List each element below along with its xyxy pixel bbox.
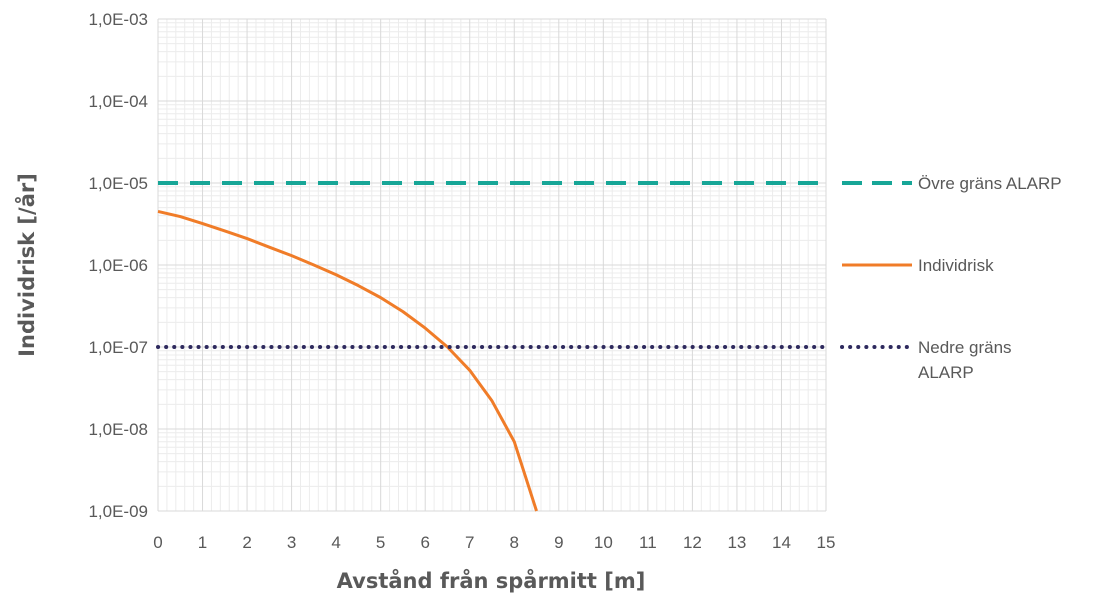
y-tick-label: 1,0E-09 bbox=[88, 502, 148, 521]
x-tick-label: 10 bbox=[594, 533, 613, 552]
x-tick-labels: 0 1 2 3 4 5 6 7 8 9 10 11 12 13 14 15 bbox=[153, 533, 835, 552]
x-tick-label: 8 bbox=[510, 533, 519, 552]
x-tick-label: 0 bbox=[153, 533, 162, 552]
legend-label: Övre gräns ALARP bbox=[918, 174, 1062, 193]
series-line-2 bbox=[157, 209, 538, 512]
y-tick-label: 1,0E-08 bbox=[88, 420, 148, 439]
x-tick-label: 14 bbox=[772, 533, 791, 552]
x-tick-label: 13 bbox=[727, 533, 746, 552]
y-tick-label: 1,0E-05 bbox=[88, 174, 148, 193]
y-tick-label: 1,0E-04 bbox=[88, 92, 148, 111]
x-tick-label: 15 bbox=[817, 533, 836, 552]
major-gridlines bbox=[157, 18, 827, 512]
x-tick-label: 1 bbox=[198, 533, 207, 552]
y-tick-label: 1,0E-06 bbox=[88, 256, 148, 275]
x-tick-label: 12 bbox=[683, 533, 702, 552]
x-tick-label: 2 bbox=[242, 533, 251, 552]
legend-label: Individrisk bbox=[918, 256, 994, 275]
y-tick-labels: 1,0E-09 1,0E-08 1,0E-07 1,0E-06 1,0E-05 1,0E-… bbox=[88, 10, 148, 521]
x-tick-label: 9 bbox=[554, 533, 563, 552]
x-axis-title: Avstånd från spårmitt [m] bbox=[337, 568, 646, 593]
series-layer bbox=[156, 181, 828, 512]
x-tick-label: 5 bbox=[376, 533, 385, 552]
x-tick-label: 11 bbox=[639, 533, 657, 552]
y-axis-title: Individrisk [/år] bbox=[14, 173, 39, 357]
y-tick-label: 1,0E-07 bbox=[88, 338, 148, 357]
legend-label: Nedre gräns bbox=[918, 338, 1012, 357]
legend: Övre gräns ALARP Individrisk Nedre gräns AL… bbox=[840, 174, 1062, 382]
y-tick-label: 1,0E-03 bbox=[88, 10, 148, 29]
x-tick-label: 6 bbox=[420, 533, 429, 552]
x-tick-label: 7 bbox=[465, 533, 474, 552]
x-tick-label: 4 bbox=[331, 533, 340, 552]
x-tick-label: 3 bbox=[287, 533, 296, 552]
legend-label: ALARP bbox=[918, 363, 974, 382]
